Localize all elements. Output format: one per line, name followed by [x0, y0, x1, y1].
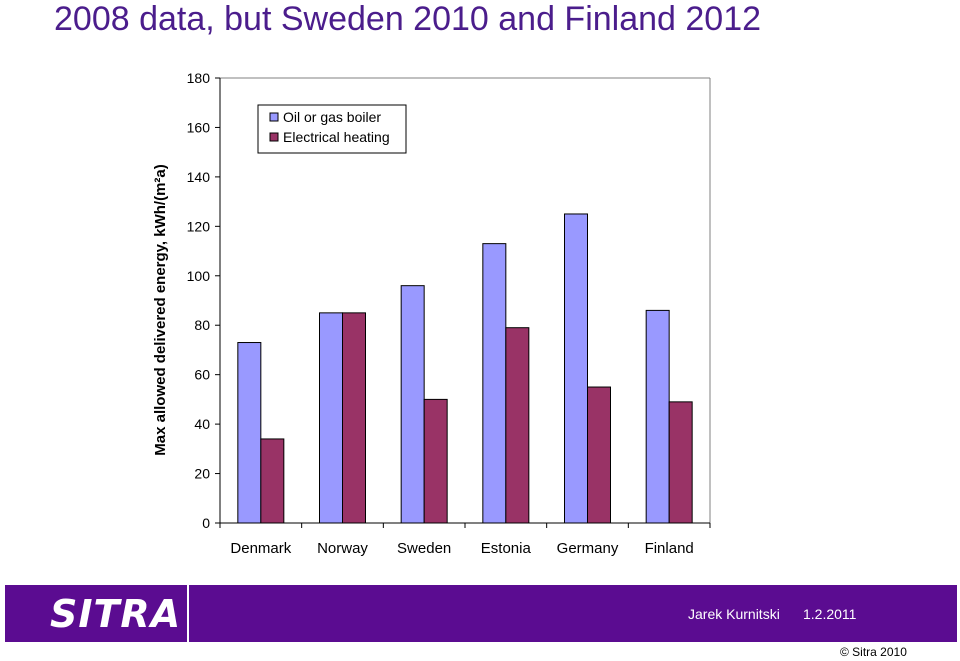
bar-oil-gas-boiler-estonia	[482, 243, 507, 524]
bar-oil-gas-boiler-finland	[645, 309, 670, 524]
bar-electrical-heating-norway	[342, 312, 366, 524]
presentation-date: 1.2.2011	[803, 606, 857, 622]
bar-oil-gas-boiler-sweden	[400, 285, 425, 524]
legend-label: Oil or gas boiler	[283, 109, 381, 125]
y-tick-label: 60	[194, 367, 210, 383]
y-tick-label: 0	[202, 515, 210, 531]
bar-chart: 0 20 40 60 80 100 120 140 160 180 Max allowed deli…	[152, 70, 711, 557]
copyright-notice: © Sitra 2010	[840, 645, 907, 659]
bar-electrical-heating-sweden	[423, 398, 448, 524]
bar-electrical-heating-germany	[587, 386, 611, 524]
chart-legend: Oil or gas boiler Electrical heating	[257, 104, 407, 154]
sitra-logo: SITRA	[50, 592, 182, 636]
y-axis-label: Max allowed delivered energy, kWh/(m²a)	[152, 164, 169, 455]
chart-bars	[237, 213, 693, 524]
y-tick-label: 120	[187, 218, 211, 234]
x-tick-label: Finland	[645, 540, 694, 557]
logo-box	[5, 585, 189, 642]
legend-swatch	[269, 112, 279, 122]
legend-label: Electrical heating	[283, 129, 390, 145]
y-tick-label: 100	[187, 268, 211, 284]
y-tick-label: 140	[187, 169, 211, 185]
legend-box	[257, 104, 407, 154]
x-tick-label: Germany	[557, 540, 619, 557]
x-tick-label: Sweden	[397, 540, 451, 557]
y-tick-label: 180	[187, 70, 211, 86]
y-tick-label: 80	[194, 317, 210, 333]
slide-title: 2008 data, but Sweden 2010 and Finland 2…	[54, 0, 762, 38]
y-tick-label: 40	[194, 416, 210, 432]
bar-electrical-heating-finland	[668, 401, 693, 524]
legend-swatch	[269, 132, 279, 142]
x-tick-label: Norway	[317, 540, 368, 557]
bar-electrical-heating-denmark	[260, 438, 285, 524]
y-tick-label: 160	[187, 119, 211, 135]
y-tick-label: 20	[194, 466, 210, 482]
bar-oil-gas-boiler-germany	[564, 213, 588, 524]
chart-axes	[215, 77, 711, 528]
x-tick-label: Denmark	[230, 540, 291, 557]
x-tick-label: Estonia	[481, 540, 532, 557]
bar-electrical-heating-estonia	[505, 327, 530, 524]
bar-oil-gas-boiler-denmark	[237, 342, 262, 524]
author-name: Jarek Kurnitski	[688, 606, 780, 622]
chart-labels: 0 20 40 60 80 100 120 140 160 180 Max allowed deli…	[152, 70, 694, 557]
bar-oil-gas-boiler-norway	[319, 312, 343, 524]
